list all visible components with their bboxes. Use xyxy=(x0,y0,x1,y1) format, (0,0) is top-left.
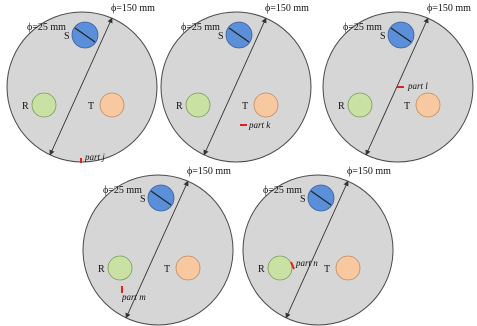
small-diameter-line xyxy=(228,27,250,43)
label-s: S xyxy=(300,194,306,205)
small-diameter-label: ϕ=25 mm xyxy=(27,22,66,33)
label-s: S xyxy=(380,31,386,42)
small-diameter-label: ϕ=25 mm xyxy=(263,185,302,196)
label-s: S xyxy=(64,31,70,42)
label-r: R xyxy=(176,101,183,112)
label-t: T xyxy=(164,264,170,275)
label-t: T xyxy=(88,101,94,112)
sample-t xyxy=(415,92,441,118)
label-t: T xyxy=(242,101,248,112)
sample-r xyxy=(267,255,293,281)
small-diameter-line xyxy=(390,27,412,43)
diameter-line xyxy=(49,17,113,156)
part-label: part n xyxy=(295,258,318,268)
part-label: part m xyxy=(121,292,146,302)
big-diameter-label: ϕ=150 mm xyxy=(427,3,471,14)
label-t: T xyxy=(324,264,330,275)
sample-t xyxy=(99,92,125,118)
label-r: R xyxy=(338,101,345,112)
big-diameter-label: ϕ=150 mm xyxy=(347,166,391,177)
label-r: R xyxy=(258,264,265,275)
sample-r xyxy=(185,92,211,118)
label-t: T xyxy=(404,101,410,112)
label-s: S xyxy=(218,31,224,42)
small-diameter-line xyxy=(310,190,332,206)
sample-t xyxy=(253,92,279,118)
sample-t xyxy=(335,255,361,281)
big-diameter-label: ϕ=150 mm xyxy=(111,3,155,14)
part-label: part l xyxy=(407,81,428,91)
big-diameter-label: ϕ=150 mm xyxy=(187,166,231,177)
part-label: part k xyxy=(248,120,271,130)
diameter-line xyxy=(285,180,349,319)
part-label: part j xyxy=(84,152,105,162)
small-diameter-line xyxy=(74,27,96,43)
sample-r xyxy=(107,255,133,281)
sample-r xyxy=(347,92,373,118)
sample-r xyxy=(31,92,57,118)
small-diameter-line xyxy=(150,190,172,206)
diameter-line xyxy=(203,17,267,156)
big-diameter-label: ϕ=150 mm xyxy=(265,3,309,14)
diameter-line xyxy=(125,180,189,319)
small-diameter-label: ϕ=25 mm xyxy=(181,22,220,33)
label-r: R xyxy=(98,264,105,275)
label-s: S xyxy=(140,194,146,205)
small-diameter-label: ϕ=25 mm xyxy=(103,185,142,196)
part-marker xyxy=(290,261,295,270)
label-r: R xyxy=(22,101,29,112)
sample-t xyxy=(175,255,201,281)
small-diameter-label: ϕ=25 mm xyxy=(343,22,382,33)
